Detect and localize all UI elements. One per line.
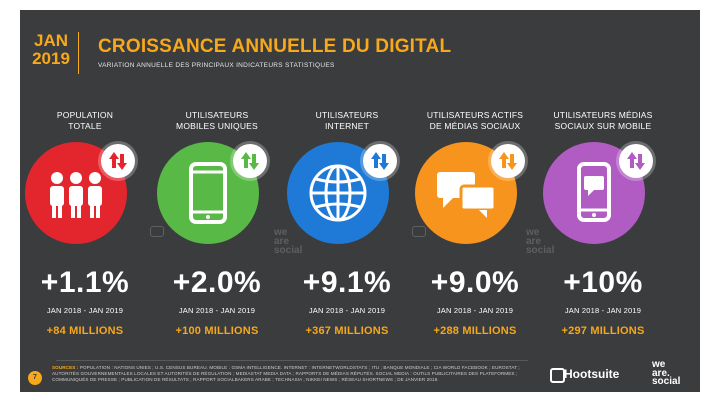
hootsuite-logo: Hootsuite [564,367,620,381]
growth-arrows-icon [491,144,525,178]
sources-body: POPULATION : NATIONS UNIES ; U.S. CENSUS… [52,365,520,383]
growth-arrows-icon [619,144,653,178]
stat-label-line1: POPULATION [56,110,114,120]
chat-bubbles-icon [437,172,497,218]
slide: JAN 2019 CROISSANCE ANNUELLE DU DIGITAL … [20,10,700,392]
stat-column-mobile: UTILISATEURS MOBILES UNIQUES +2.0% JAN 2… [152,110,282,337]
stat-label: POPULATION TOTALE [20,110,150,134]
stat-label-line2: DE MÉDIAS SOCIAUX [429,121,521,131]
stat-column-social: UTILISATEURS ACTIFS DE MÉDIAS SOCIAUX [410,110,540,337]
stat-label: UTILISATEURS ACTIFS DE MÉDIAS SOCIAUX [410,110,540,134]
stat-period: JAN 2018 - JAN 2019 [436,306,514,315]
page-number: 7 [28,371,42,385]
page-title: CROISSANCE ANNUELLE DU DIGITAL [98,36,452,57]
date-month: JAN [33,31,68,50]
stat-period: JAN 2018 - JAN 2019 [46,306,124,315]
stat-period: JAN 2018 - JAN 2019 [178,306,256,315]
date-year: 2019 [32,49,70,68]
stat-circle [157,142,259,244]
we-are-social-watermark: we are social [274,227,303,256]
stat-absolute: +367 MILLIONS [305,325,389,337]
stat-period: JAN 2018 - JAN 2019 [308,306,386,315]
stat-label-line2: INTERNET [324,121,370,131]
stat-column-population: POPULATION TOTALE +1.1% JAN 2018 - [20,110,150,337]
date-badge: JAN 2019 [30,32,72,68]
sources-label: SOURCES : [52,365,79,370]
stat-percent: +2.0% [172,266,262,299]
stat-label-line1: UTILISATEURS [315,110,379,120]
stat-column-mobile-social: UTILISATEURS MÉDIAS SOCIAUX SUR MOBILE +… [538,110,668,337]
stat-percent: +9.0% [430,266,520,299]
footer-divider [56,360,528,361]
stat-label: UTILISATEURS INTERNET [282,110,412,134]
people-icon [50,172,102,218]
header-divider [78,32,79,74]
smartphone-icon [189,162,227,224]
we-are-social-logo: we are. social [652,359,681,387]
owl-watermark-icon [412,226,426,237]
stat-percent: +9.1% [302,266,392,299]
growth-arrows-icon [101,144,135,178]
stat-label-line2: SOCIAUX SUR MOBILE [554,121,652,131]
stat-absolute: +297 MILLIONS [561,325,645,337]
growth-arrows-icon [233,144,267,178]
page-subtitle: VARIATION ANNUELLE DES PRINCIPAUX INDICA… [98,62,335,69]
hootsuite-owl-icon [550,368,565,383]
stat-absolute: +288 MILLIONS [433,325,517,337]
stat-period: JAN 2018 - JAN 2019 [564,306,642,315]
stat-label: UTILISATEURS MÉDIAS SOCIAUX SUR MOBILE [538,110,668,134]
stat-absolute: +100 MILLIONS [175,325,259,337]
stat-label-line1: UTILISATEURS ACTIFS [426,110,524,120]
sources-text: SOURCES : POPULATION : NATIONS UNIES ; U… [52,365,542,384]
stat-label-line1: UTILISATEURS [185,110,249,120]
stat-percent: +1.1% [40,266,130,299]
growth-arrows-icon [363,144,397,178]
globe-icon [309,164,367,222]
stat-percent: +10% [563,266,643,299]
stat-label-line2: TOTALE [68,121,102,131]
we-are-social-watermark: we are social [526,227,555,256]
owl-watermark-icon [150,226,164,237]
stat-label: UTILISATEURS MOBILES UNIQUES [152,110,282,134]
stat-absolute: +84 MILLIONS [46,325,124,337]
mobile-chat-icon [577,162,611,222]
stat-column-internet: UTILISATEURS INTERNET [282,110,412,337]
stat-label-line1: UTILISATEURS MÉDIAS [553,110,653,120]
stat-label-line2: MOBILES UNIQUES [176,121,258,131]
